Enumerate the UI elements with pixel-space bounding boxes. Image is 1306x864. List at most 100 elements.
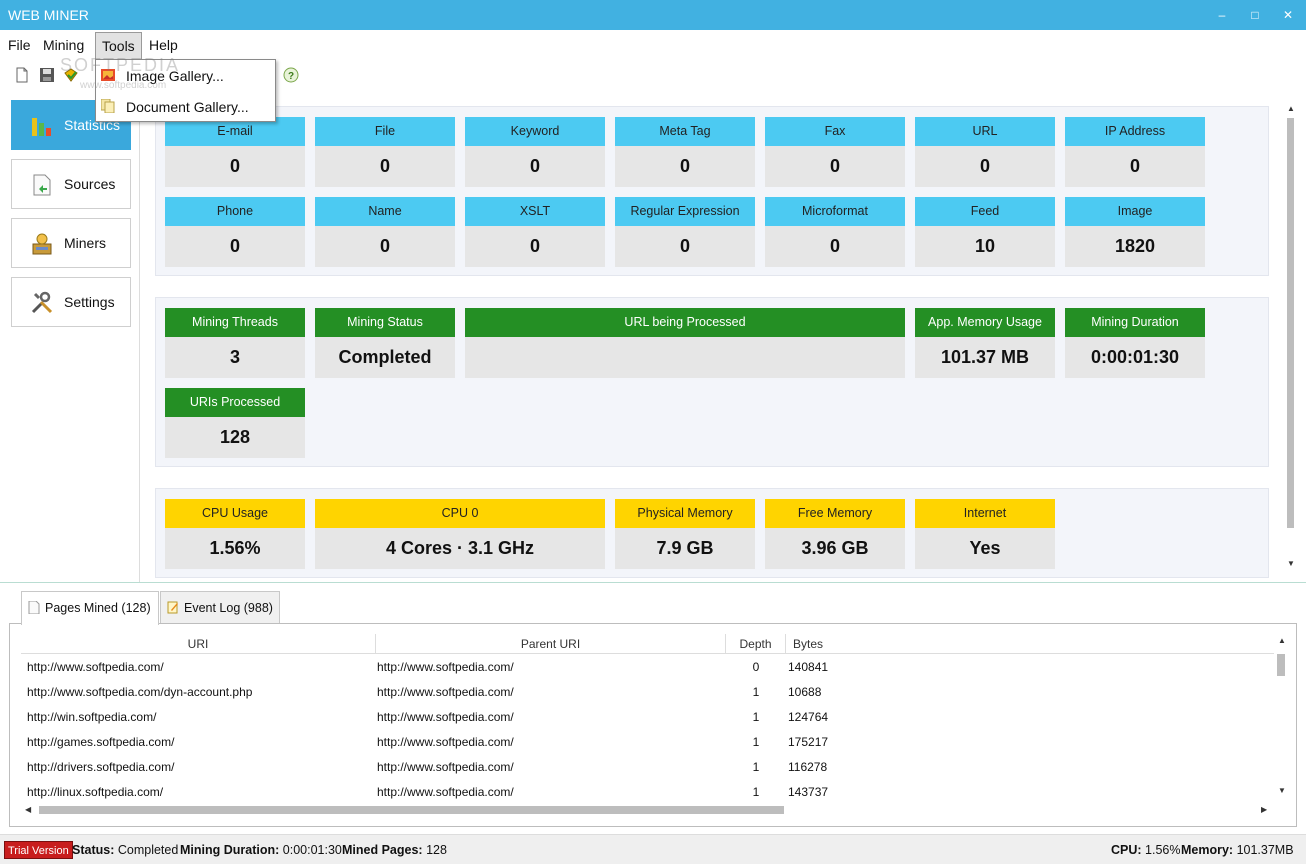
mine-icon[interactable] [63, 67, 79, 83]
scroll-down-icon[interactable]: ▼ [1287, 559, 1295, 568]
help-icon[interactable]: ? [283, 67, 299, 83]
tile-label: Regular Expression [615, 197, 755, 226]
memory-segment: Memory: 101.37MB [1181, 843, 1294, 857]
table-row[interactable]: http://games.softpedia.com/http://www.so… [21, 730, 1274, 755]
sidebar-item-sources[interactable]: Sources [11, 159, 131, 209]
pages-value: 128 [426, 843, 447, 857]
menu-bar: File Mining Tools Help [0, 30, 1306, 60]
tile-label: IP Address [1065, 117, 1205, 146]
column-header-bytes[interactable]: Bytes [793, 637, 824, 651]
stat-tile-free-memory: Free Memory 3.96 GB [765, 499, 905, 569]
memory-label: Memory: [1181, 843, 1234, 857]
tile-value: 0 [379, 156, 390, 176]
stat-tile-mining-status: Mining Status Completed [315, 308, 455, 378]
maximize-icon[interactable]: □ [1251, 8, 1259, 22]
table-row[interactable]: http://www.softpedia.com/http://www.soft… [21, 655, 1274, 680]
tile-value: 0 [529, 236, 540, 256]
tile-label: Image [1065, 197, 1205, 226]
menu-mining[interactable]: Mining [43, 37, 85, 53]
tile-value: 0:00:01:30 [1090, 347, 1180, 367]
stat-tile-image: Image 1820 [1065, 197, 1205, 267]
cell-bytes: 140841 [788, 660, 829, 674]
menu-file[interactable]: File [8, 37, 31, 53]
stat-tile-xslt: XSLT 0 [465, 197, 605, 267]
scroll-up-icon[interactable]: ▲ [1287, 104, 1295, 113]
tile-label: Keyword [465, 117, 605, 146]
sidebar-item-settings[interactable]: Settings [11, 277, 131, 327]
pages-segment: Mined Pages: 128 [342, 843, 447, 857]
status-label: Status: [72, 843, 115, 857]
image-gallery-item[interactable]: Image Gallery... [96, 61, 275, 91]
stat-tile-mining-threads: Mining Threads 3 [165, 308, 305, 378]
tab-event-log[interactable]: Event Log (988) [160, 591, 280, 623]
counts-panel: E-mail 0 File 0 Keyword 0 Meta Tag 0 Fax 0 UR… [155, 106, 1269, 276]
stat-tile-mining-duration: Mining Duration 0:00:01:30 [1065, 308, 1205, 378]
page-icon [28, 601, 40, 614]
memory-value: 101.37MB [1236, 843, 1294, 857]
document-gallery-item[interactable]: Document Gallery... [96, 92, 275, 122]
table-row[interactable]: http://drivers.softpedia.com/http://www.… [21, 755, 1274, 780]
scrollbar-thumb[interactable] [1287, 118, 1294, 528]
document-gallery-label: Document Gallery... [126, 99, 249, 115]
tab-label: Pages Mined (128) [45, 601, 151, 615]
stat-tile-keyword: Keyword 0 [465, 117, 605, 187]
minimize-icon[interactable]: – [1218, 8, 1226, 22]
title-bar: WEB MINER – □ ✕ [0, 0, 1306, 30]
tile-label: Free Memory [765, 499, 905, 528]
tile-label: Meta Tag [615, 117, 755, 146]
table-row[interactable]: http://linux.softpedia.com/http://www.so… [21, 780, 1274, 805]
status-bar: Trial Version Status: Completed Mining D… [0, 834, 1306, 864]
tile-label: App. Memory Usage [915, 308, 1055, 337]
duration-value: 0:00:01:30 [282, 843, 342, 857]
grid-horizontal-scrollbar[interactable]: ◀ ▶ [21, 803, 1274, 817]
cell-uri: http://www.softpedia.com/dyn-account.php [27, 685, 253, 699]
cell-parent-uri: http://www.softpedia.com/ [377, 685, 514, 699]
scrollbar-thumb[interactable] [1277, 654, 1285, 676]
column-header-depth[interactable]: Depth [726, 634, 786, 654]
column-header-parent-uri[interactable]: Parent URI [376, 634, 726, 654]
scroll-right-icon[interactable]: ▶ [1261, 805, 1268, 814]
document-icon [33, 174, 51, 196]
sidebar-item-miners[interactable]: Miners [11, 218, 131, 268]
trial-version-badge[interactable]: Trial Version [4, 841, 73, 859]
image-gallery-label: Image Gallery... [126, 68, 224, 84]
tile-value: 0 [679, 236, 690, 256]
cell-uri: http://drivers.softpedia.com/ [27, 760, 175, 774]
scrollbar-thumb[interactable] [39, 806, 784, 814]
scroll-up-icon[interactable]: ▲ [1278, 636, 1286, 645]
tile-label: Mining Status [315, 308, 455, 337]
stat-tile-phone: Phone 0 [165, 197, 305, 267]
tile-value: 1820 [1114, 236, 1156, 256]
cell-parent-uri: http://www.softpedia.com/ [377, 735, 514, 749]
stat-tile-cpu-usage: CPU Usage 1.56% [165, 499, 305, 569]
stat-tile-ip-address: IP Address 0 [1065, 117, 1205, 187]
column-header-uri[interactable]: URI [21, 634, 376, 654]
grid-header: URI Parent URI Depth Bytes [21, 634, 1274, 654]
duration-label: Mining Duration: [180, 843, 280, 857]
stat-tile-fax: Fax 0 [765, 117, 905, 187]
tile-value: 3 [229, 347, 240, 367]
content-scrollbar[interactable]: ▲ ▼ [1283, 104, 1299, 574]
tile-label: Name [315, 197, 455, 226]
cpu-label: CPU: [1111, 843, 1142, 857]
tile-label: URL [915, 117, 1055, 146]
cell-depth: 1 [752, 760, 760, 774]
stat-tile-microformat: Microformat 0 [765, 197, 905, 267]
save-icon[interactable] [39, 67, 55, 83]
cell-bytes: 10688 [788, 685, 822, 699]
table-row[interactable]: http://www.softpedia.com/dyn-account.php… [21, 680, 1274, 705]
cell-parent-uri: http://www.softpedia.com/ [377, 760, 514, 774]
tile-label: CPU Usage [165, 499, 305, 528]
scroll-down-icon[interactable]: ▼ [1278, 786, 1286, 795]
stat-tile-uris-processed: URIs Processed 128 [165, 388, 305, 458]
pages-grid: URI Parent URI Depth Bytes http://www.so… [9, 623, 1297, 827]
table-row[interactable]: http://win.softpedia.com/http://www.soft… [21, 705, 1274, 730]
tile-label: Physical Memory [615, 499, 755, 528]
watermark-url: www.softpedia.com [80, 80, 167, 91]
close-icon[interactable]: ✕ [1282, 8, 1294, 22]
new-file-icon[interactable] [14, 67, 30, 83]
grid-vertical-scrollbar[interactable]: ▲ ▼ [1275, 636, 1289, 800]
menu-help[interactable]: Help [149, 37, 178, 53]
scroll-left-icon[interactable]: ◀ [25, 805, 32, 814]
tab-pages-mined[interactable]: Pages Mined (128) [21, 591, 159, 625]
